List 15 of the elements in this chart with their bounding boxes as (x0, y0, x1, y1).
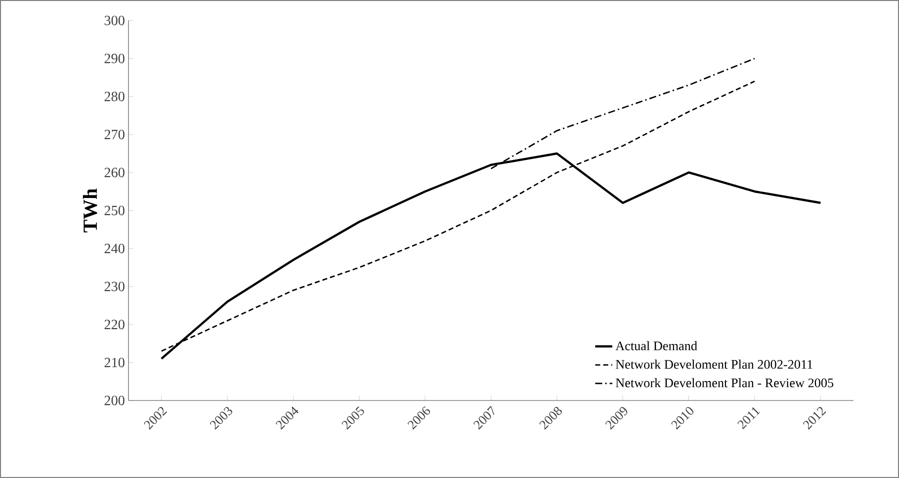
y-tick-label: 290 (104, 54, 124, 64)
y-tick-label: 270 (104, 130, 124, 140)
legend-label: Actual Demand (616, 341, 698, 350)
y-tick-label: 300 (104, 16, 124, 26)
y-tick-label: 210 (104, 358, 124, 368)
y-axis-title: TWh (82, 188, 98, 232)
y-tick-label: 260 (104, 168, 124, 178)
y-tick-label: 280 (104, 92, 124, 102)
legend-label: Network Develoment Plan - Review 2005 (616, 378, 834, 388)
legend-label: Network Develoment Plan 2002-2011 (616, 360, 812, 369)
y-tick-label: 220 (104, 320, 124, 330)
y-tick-label: 250 (104, 206, 124, 216)
y-tick-label: 230 (104, 282, 124, 292)
y-tick-label: 240 (104, 244, 124, 254)
y-tick-label: 200 (104, 396, 124, 406)
